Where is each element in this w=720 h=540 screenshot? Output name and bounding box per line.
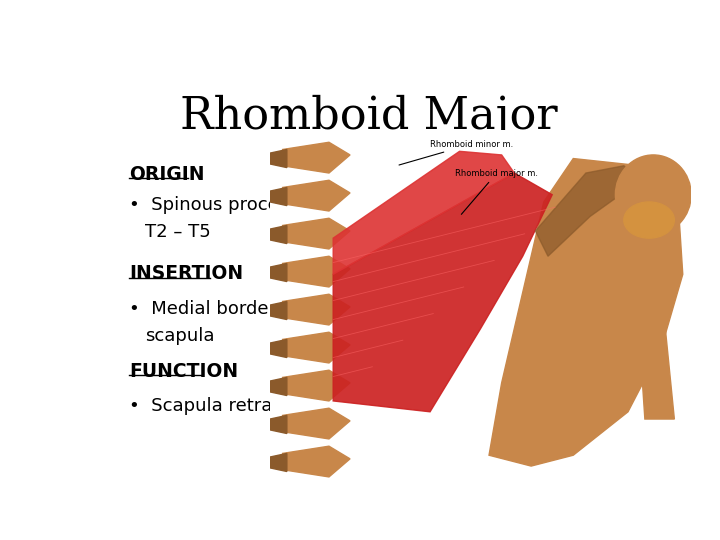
Text: Rhomboid major m.: Rhomboid major m. [455,168,539,214]
Polygon shape [283,294,350,325]
Polygon shape [270,377,287,395]
Polygon shape [283,370,350,401]
Text: scapula: scapula [145,327,214,345]
Polygon shape [270,187,287,206]
Text: T2 – T5: T2 – T5 [145,223,210,241]
Polygon shape [270,150,287,167]
Text: •  Spinous process of: • Spinous process of [129,196,320,214]
Text: •  Scapula retraction: • Scapula retraction [129,397,317,415]
Polygon shape [536,166,641,256]
Text: INSERTION: INSERTION [129,265,243,284]
Polygon shape [283,408,350,439]
Ellipse shape [624,202,675,238]
Text: FUNCTION: FUNCTION [129,362,238,381]
Polygon shape [270,340,287,357]
Polygon shape [283,446,350,477]
Polygon shape [333,173,552,412]
Text: Rhomboid Major: Rhomboid Major [180,94,558,138]
Polygon shape [283,180,350,211]
Polygon shape [270,415,287,434]
Polygon shape [270,226,287,244]
Polygon shape [283,218,350,249]
Polygon shape [333,151,514,274]
Text: •  Medial border of the: • Medial border of the [129,300,334,318]
Polygon shape [270,301,287,320]
Ellipse shape [616,155,691,234]
Text: ORIGIN: ORIGIN [129,165,204,184]
Polygon shape [283,332,350,363]
Polygon shape [283,256,350,287]
Polygon shape [270,264,287,281]
Polygon shape [283,142,350,173]
Polygon shape [489,159,683,466]
Polygon shape [270,454,287,471]
Text: Rhomboid minor m.: Rhomboid minor m. [399,139,513,165]
Polygon shape [636,293,675,419]
